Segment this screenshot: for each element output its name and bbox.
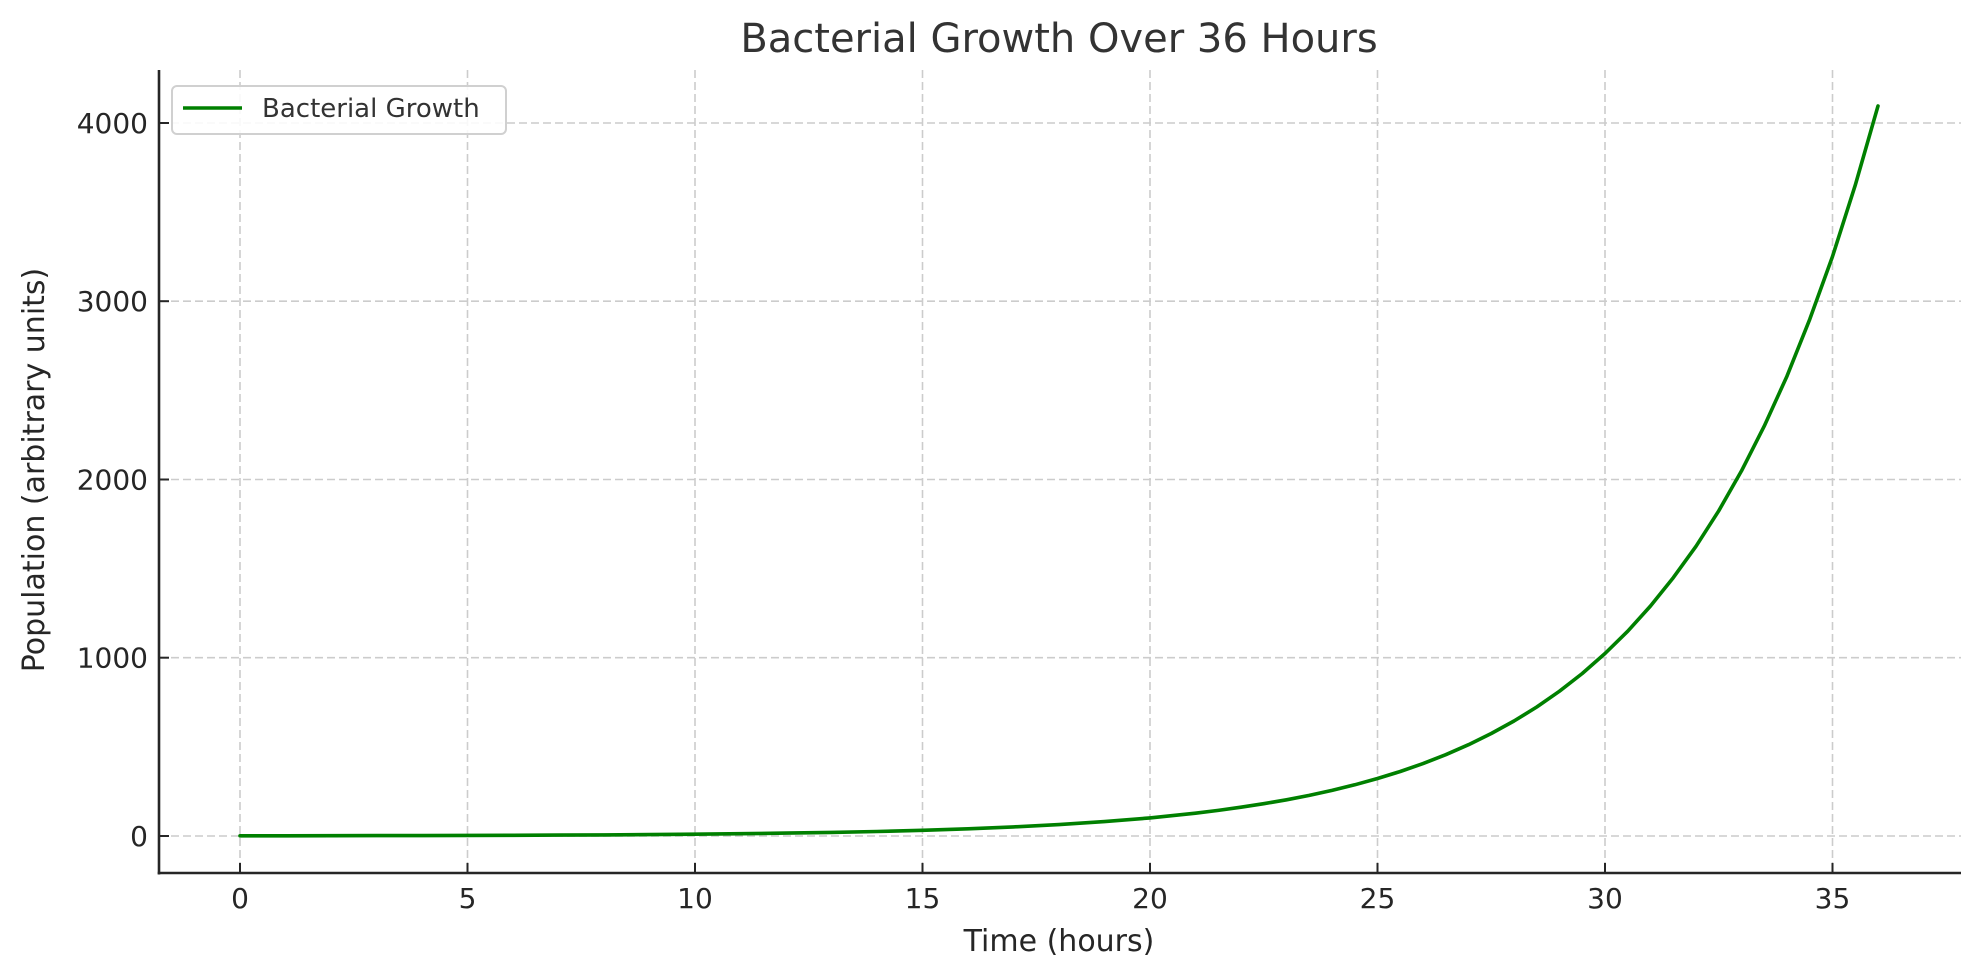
y-gridlines: [159, 122, 1961, 837]
x-tick-label: 15: [905, 882, 941, 915]
bacterial-growth-line: [238, 104, 1880, 838]
legend-label: Bacterial Growth: [262, 94, 480, 124]
y-axis-label: Population (arbitrary units): [17, 268, 52, 673]
y-tick-label: 4000: [77, 107, 148, 140]
x-tick-label: 10: [677, 882, 713, 915]
x-tick-label: 5: [459, 882, 477, 915]
x-tick-marks: [239, 863, 1834, 873]
y-tick-label: 0: [130, 820, 148, 853]
x-gridlines: [239, 70, 1834, 873]
y-tick-marks: [159, 122, 169, 837]
legend-box: [171, 85, 507, 135]
y-tick-label: 3000: [77, 285, 148, 318]
y-tick-labels: 0 1000 2000 3000 4000: [77, 107, 148, 853]
x-tick-label: 35: [1815, 882, 1851, 915]
chart-title: Bacterial Growth Over 36 Hours: [740, 16, 1377, 62]
x-tick-label: 0: [231, 882, 249, 915]
y-tick-label: 1000: [77, 642, 148, 675]
x-tick-label: 20: [1132, 882, 1168, 915]
x-tick-label: 25: [1360, 882, 1396, 915]
x-tick-labels: 0 5 10 15 20 25 30 35: [231, 882, 1850, 915]
x-tick-label: 30: [1587, 882, 1623, 915]
legend: Bacterial Growth: [171, 85, 507, 135]
y-tick-label: 2000: [77, 464, 148, 497]
x-axis-label: Time (hours): [963, 924, 1155, 959]
